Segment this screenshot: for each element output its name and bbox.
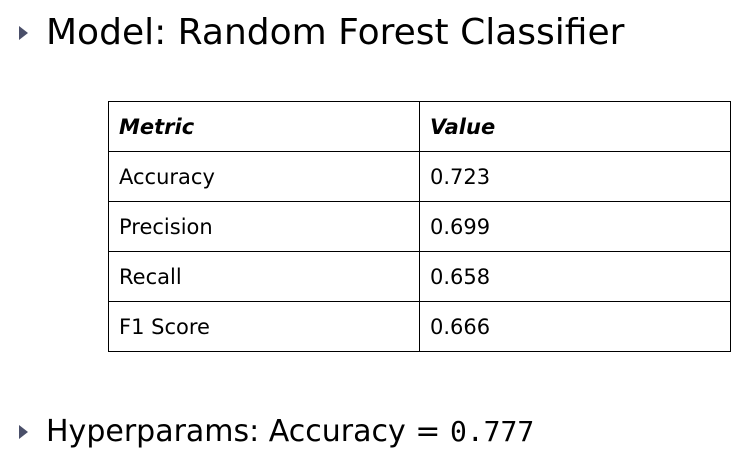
hyperparams-line: Hyperparams: Accuracy = 0.777	[46, 412, 534, 452]
metric-cell: F1 Score	[108, 301, 420, 352]
triangle-right-icon	[19, 26, 28, 40]
table-row: Accuracy 0.723	[108, 151, 731, 202]
hyperparams-accuracy-value: 0.777	[449, 415, 535, 448]
column-header-metric: Metric	[108, 101, 420, 152]
value-cell: 0.723	[419, 151, 731, 202]
value-cell: 0.658	[419, 251, 731, 302]
column-header-value: Value	[419, 101, 731, 152]
table-row: Recall 0.658	[108, 251, 731, 302]
metrics-table: Metric Value Accuracy 0.723 Precision 0.…	[108, 101, 731, 352]
table-header-row: Metric Value	[108, 101, 731, 152]
table-row: F1 Score 0.666	[108, 301, 731, 352]
slide-title: Model: Random Forest Classifier	[46, 12, 625, 53]
metric-cell: Recall	[108, 251, 420, 302]
metric-cell: Precision	[108, 201, 420, 252]
triangle-right-icon	[19, 425, 28, 439]
hyperparams-label: Hyperparams: Accuracy =	[46, 414, 450, 449]
table-row: Precision 0.699	[108, 201, 731, 252]
value-cell: 0.699	[419, 201, 731, 252]
metric-cell: Accuracy	[108, 151, 420, 202]
value-cell: 0.666	[419, 301, 731, 352]
